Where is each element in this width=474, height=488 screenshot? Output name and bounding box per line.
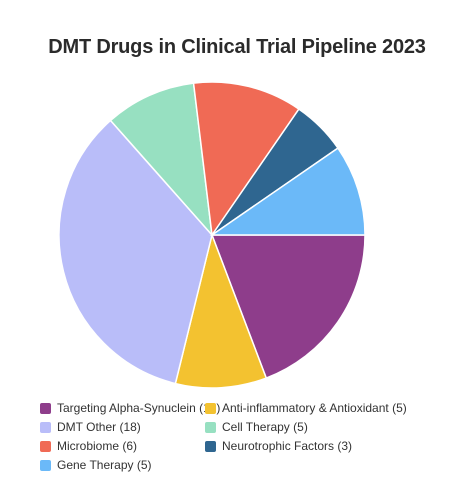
legend-swatch [205, 402, 216, 414]
legend-item: Cell Therapy (5) [205, 420, 308, 434]
legend-item: Targeting Alpha-Synuclein (10) [40, 401, 220, 415]
legend-label: Targeting Alpha-Synuclein (10) [57, 401, 221, 415]
legend-swatch [205, 440, 216, 452]
legend-label: Cell Therapy (5) [222, 420, 308, 434]
legend-label: Gene Therapy (5) [57, 458, 152, 472]
legend-swatch [40, 421, 51, 433]
pie-slice [109, 82, 214, 238]
pie-slice [210, 234, 366, 380]
legend-item: Gene Therapy (5) [40, 458, 152, 472]
legend-item: DMT Other (18) [40, 420, 141, 434]
legend-label: Neurotrophic Factors (3) [222, 439, 353, 453]
legend-item: Neurotrophic Factors (3) [205, 439, 352, 453]
legend-swatch [40, 459, 51, 471]
legend-item: Microbiome (6) [40, 439, 137, 453]
pie-slice [209, 147, 366, 236]
chart-title: DMT Drugs in Clinical Trial Pipeline 202… [48, 36, 426, 58]
pie-slice [174, 232, 268, 389]
legend-label: Microbiome (6) [57, 439, 138, 453]
pie-chart [58, 81, 366, 389]
legend-label: Anti-inflammatory & Antioxidant (5) [222, 401, 407, 415]
pie-slice [192, 81, 300, 238]
legend-swatch [40, 440, 51, 452]
legend-item: Anti-inflammatory & Antioxidant (5) [205, 401, 407, 415]
legend-swatch [205, 421, 216, 433]
legend-label: DMT Other (18) [57, 420, 141, 434]
legend-swatch [40, 402, 51, 414]
pie-slice [58, 119, 213, 385]
